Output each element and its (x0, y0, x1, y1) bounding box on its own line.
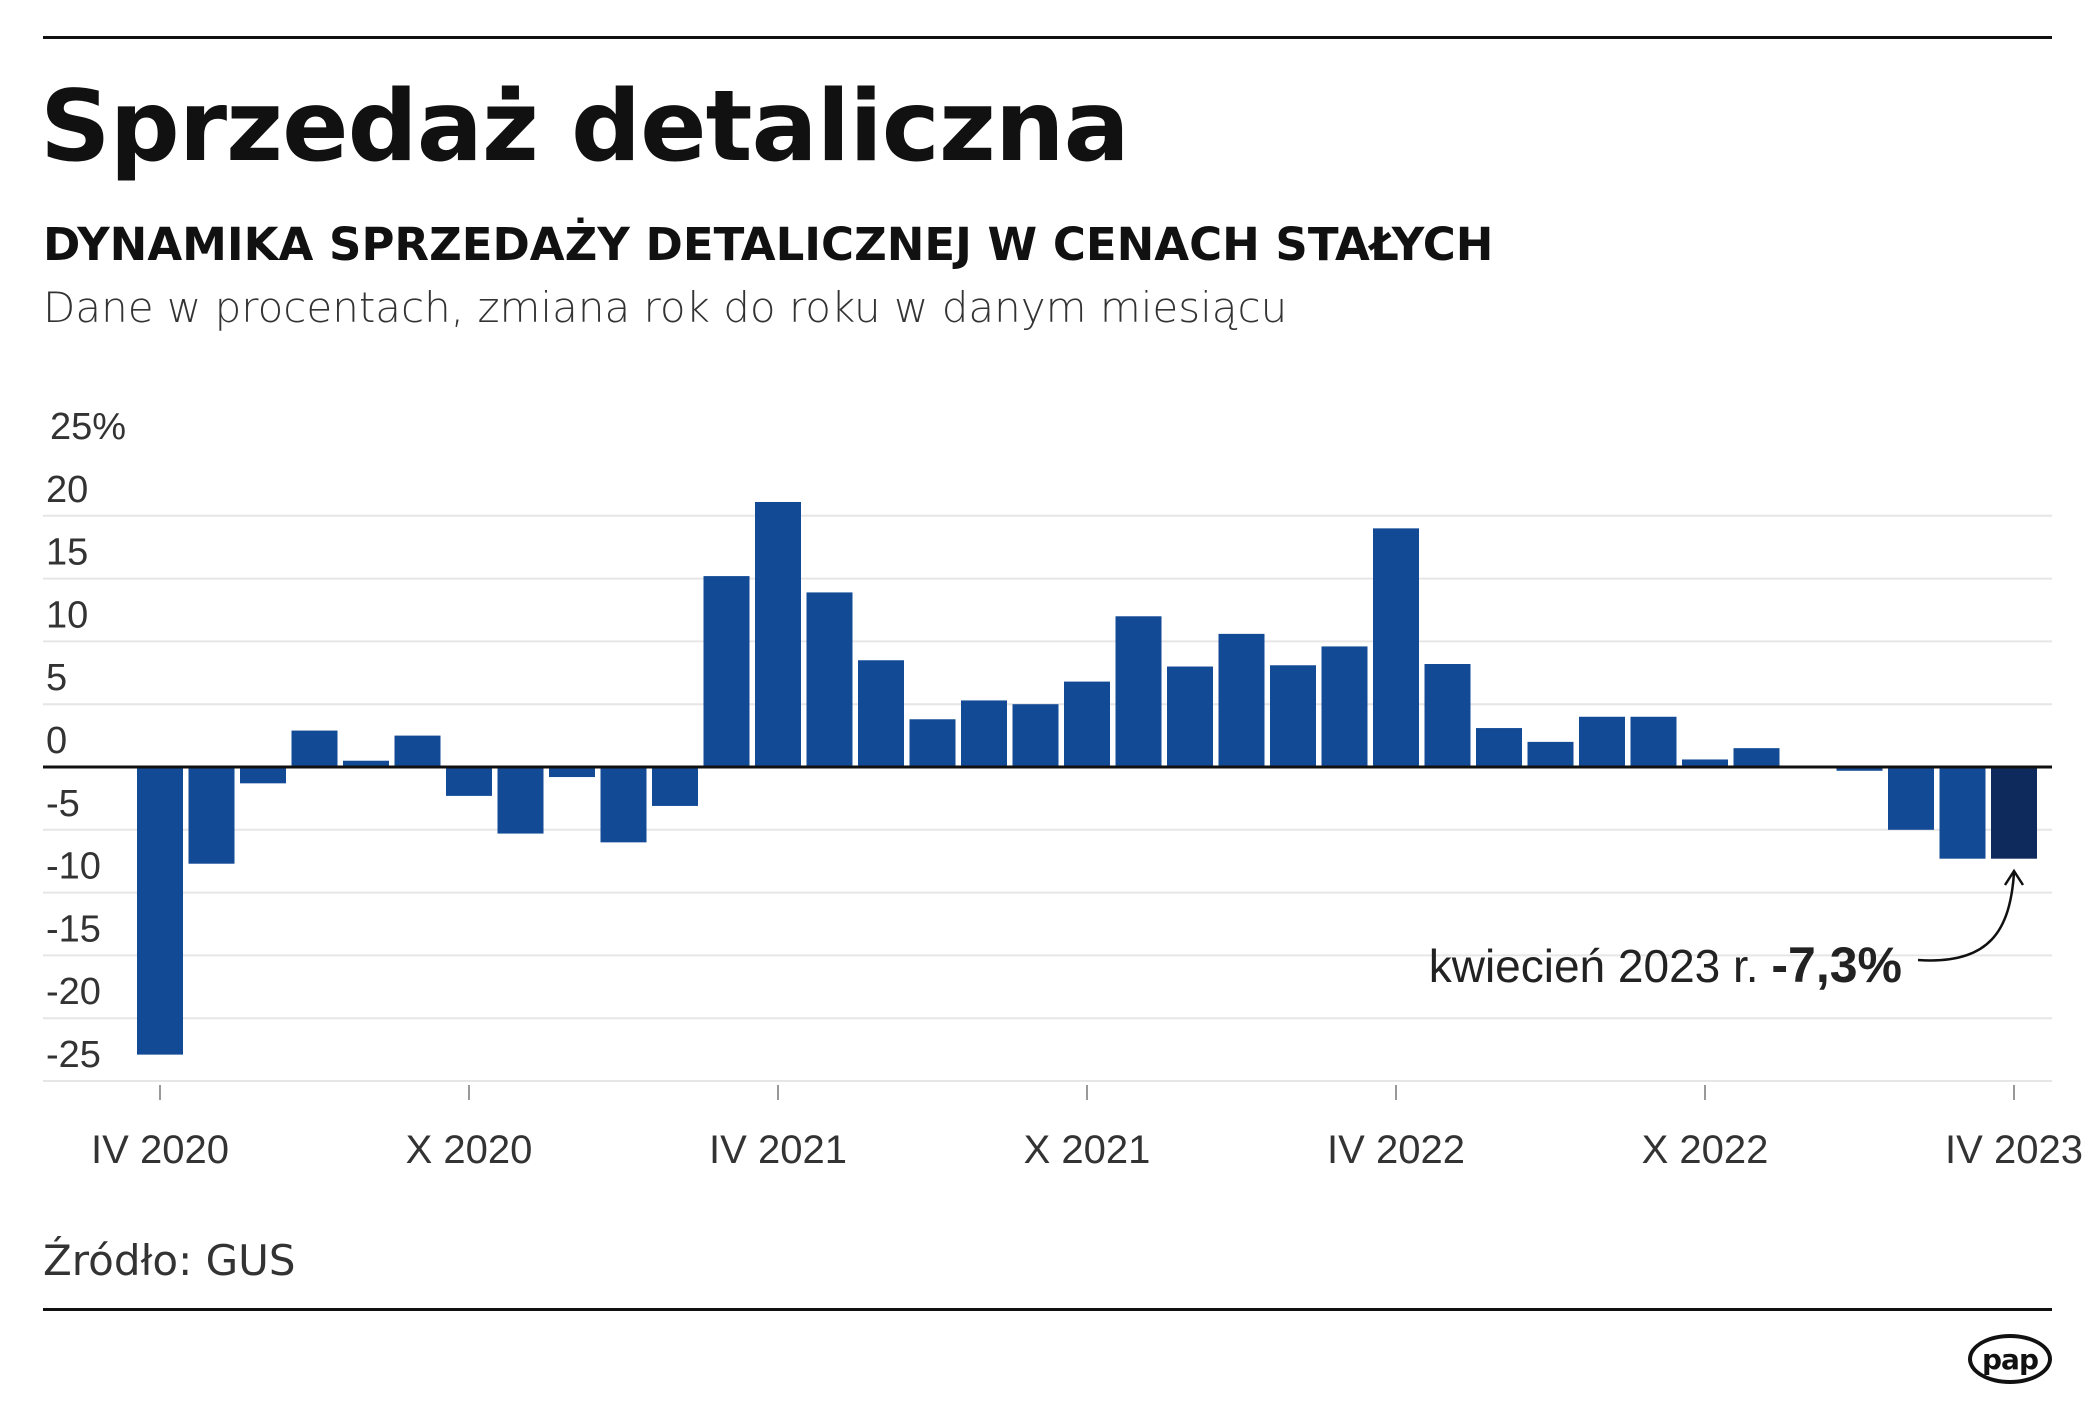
bar-VII-2022 (1527, 741, 1574, 767)
y-tick-label: -15 (46, 908, 101, 950)
bar-X-2020 (446, 767, 492, 796)
arrow-head-icon (2003, 868, 2025, 886)
bar-III-2022 (1321, 646, 1368, 767)
bar-XII-2020 (549, 767, 595, 778)
annotation-label: kwiecień 2023 r. -7,3% (1429, 937, 1902, 993)
x-tick-label: IV 2022 (1327, 1128, 1465, 1172)
bar-III-2021 (703, 576, 750, 767)
bar-VII-2021 (909, 719, 956, 767)
x-tick-label: X 2021 (1024, 1128, 1151, 1172)
x-tick-label: IV 2020 (91, 1128, 229, 1172)
y-tick-label: 25% (50, 406, 126, 448)
annotation-month: kwiecień 2023 r. (1429, 940, 1772, 992)
bar-VII-2020 (291, 730, 338, 767)
chart-heading: DYNAMIKA SPRZEDAŻY DETALICZNEJ W CENACH … (43, 218, 1494, 271)
bar-V-2021 (806, 592, 853, 767)
bar-IV-2023 (1991, 767, 2037, 859)
x-tick-label: IV 2021 (709, 1128, 847, 1172)
bar-IV-2020 (137, 767, 183, 1055)
y-tick-label: 10 (46, 594, 88, 636)
bar-XI-2021 (1115, 616, 1162, 767)
bar-I-2022 (1218, 633, 1265, 767)
y-tick-label: 20 (46, 469, 88, 511)
y-tick-label: -20 (46, 971, 101, 1013)
y-tick-label: -25 (46, 1034, 101, 1076)
bar-II-2021 (652, 767, 698, 806)
bar-XI-2022 (1733, 748, 1780, 767)
x-tick-label: X 2020 (406, 1128, 533, 1172)
bottom-rule (43, 1308, 2052, 1311)
bar-IX-2020 (394, 735, 441, 767)
bar-I-2021 (600, 767, 647, 843)
bar-XI-2020 (497, 767, 544, 834)
top-rule (43, 36, 2052, 39)
y-tick-label: 5 (46, 657, 67, 699)
pap-logo: pap (1968, 1334, 2052, 1384)
y-tick-label: 15 (46, 532, 88, 574)
bar-IX-2022 (1630, 716, 1677, 767)
annotation-arrow (1917, 872, 2016, 962)
bar-III-2023 (1939, 767, 1986, 859)
y-tick-label: -10 (46, 846, 101, 888)
bar-IX-2021 (1012, 704, 1059, 767)
bar-I-2023 (1836, 767, 1883, 771)
bar-VI-2021 (858, 660, 904, 767)
bar-X-2021 (1064, 681, 1110, 767)
bar-II-2023 (1888, 767, 1934, 830)
bar-V-2020 (188, 767, 235, 864)
x-tick-label: X 2022 (1642, 1128, 1769, 1172)
bar-VI-2020 (240, 767, 286, 784)
chart-subtitle: Dane w procentach, zmiana rok do roku w … (43, 283, 1288, 332)
bar-IV-2022 (1373, 528, 1419, 767)
bar-VIII-2020 (343, 760, 389, 767)
y-tick-label: -5 (46, 783, 80, 825)
bar-VI-2022 (1476, 728, 1522, 767)
bar-X-2022 (1682, 759, 1728, 767)
bar-VIII-2021 (961, 700, 1007, 767)
chart-title: Sprzedaż detaliczna (40, 70, 1130, 184)
bar-XII-2021 (1167, 666, 1213, 767)
y-tick-label: 0 (46, 720, 67, 762)
source-note: Źródło: GUS (43, 1236, 296, 1285)
bar-V-2022 (1424, 664, 1471, 767)
bar-VIII-2022 (1579, 716, 1625, 767)
bar-II-2022 (1270, 665, 1316, 767)
annotation-value: -7,3% (1771, 937, 1902, 993)
x-tick-label: IV 2023 (1945, 1128, 2083, 1172)
bar-IV-2021 (755, 501, 801, 767)
